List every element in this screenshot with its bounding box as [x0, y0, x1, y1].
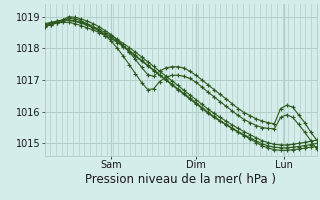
X-axis label: Pression niveau de la mer( hPa ): Pression niveau de la mer( hPa ): [85, 173, 276, 186]
